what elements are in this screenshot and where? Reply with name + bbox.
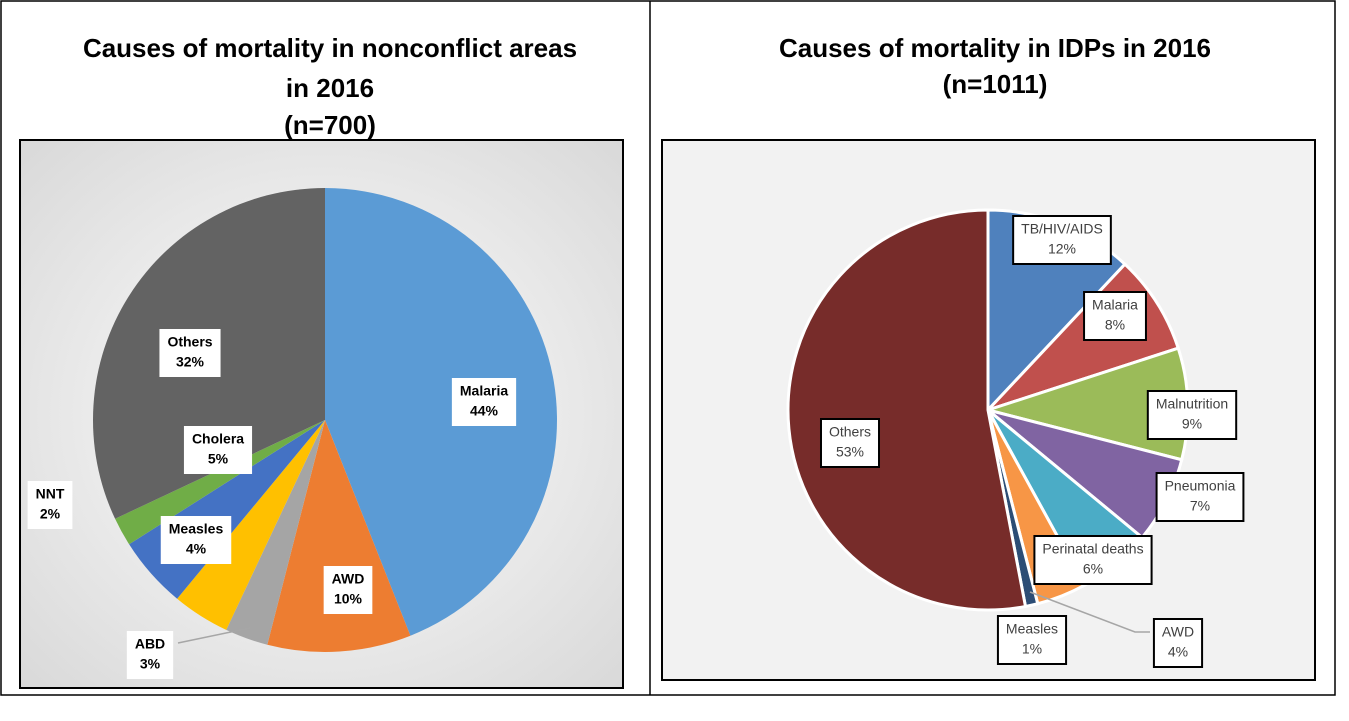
label-box bbox=[183, 426, 253, 474]
slice-value-label: 10% bbox=[334, 591, 363, 607]
slice-value-label: 8% bbox=[1105, 317, 1125, 333]
label-box bbox=[1155, 472, 1245, 522]
pie-slice bbox=[177, 420, 325, 630]
table-border bbox=[0, 0, 1336, 696]
slice-label: Others bbox=[167, 334, 212, 350]
pie-slice bbox=[267, 420, 411, 652]
slice-value-label: 32% bbox=[176, 354, 205, 370]
label-box bbox=[819, 418, 881, 468]
slice-label: Perinatal deaths bbox=[1042, 541, 1143, 557]
chart-title: Causes of mortality in IDPs in 2016 bbox=[779, 33, 1211, 63]
label-box bbox=[323, 566, 373, 614]
pie-slice bbox=[786, 208, 1028, 612]
slice-value-label: 1% bbox=[1022, 641, 1042, 657]
label-box bbox=[1152, 618, 1204, 668]
label-box bbox=[996, 615, 1068, 665]
slice-label: Others bbox=[829, 424, 871, 440]
chart-title: in 2016 bbox=[286, 73, 374, 103]
chart-title: (n=1011) bbox=[943, 69, 1048, 99]
slice-label: AWD bbox=[332, 571, 365, 587]
slice-label: ABD bbox=[135, 636, 165, 652]
label-box bbox=[159, 329, 221, 377]
chart-title: Causes of mortality in nonconflict areas bbox=[83, 33, 577, 63]
slice-value-label: 53% bbox=[836, 444, 864, 460]
slice-value-label: 7% bbox=[1190, 498, 1210, 514]
slice-label: TB/HIV/AIDS bbox=[1021, 221, 1103, 237]
label-box bbox=[1012, 215, 1112, 265]
slice-value-label: 9% bbox=[1182, 416, 1202, 432]
pie-slice bbox=[226, 420, 325, 645]
slice-value-label: 6% bbox=[1083, 561, 1103, 577]
leader-line bbox=[177, 627, 251, 644]
slice-value-label: 3% bbox=[140, 656, 161, 672]
label-box bbox=[1033, 535, 1153, 585]
label-box bbox=[451, 378, 517, 426]
label-box bbox=[1083, 291, 1147, 341]
slice-label: AWD bbox=[1162, 624, 1194, 640]
slice-label: Malnutrition bbox=[1156, 396, 1228, 412]
chart-title: (n=700) bbox=[284, 110, 376, 140]
pie-slice bbox=[115, 420, 325, 545]
slice-value-label: 4% bbox=[186, 541, 207, 557]
slice-label: Measles bbox=[1006, 621, 1058, 637]
slice-label: Measles bbox=[169, 521, 224, 537]
slice-value-label: 4% bbox=[1168, 644, 1188, 660]
slice-label: Cholera bbox=[192, 431, 244, 447]
slice-label: NNT bbox=[36, 486, 65, 502]
pie-slice bbox=[325, 188, 557, 636]
slice-label: Malaria bbox=[1092, 297, 1138, 313]
slice-value-label: 2% bbox=[40, 506, 61, 522]
label-box bbox=[27, 481, 73, 529]
label-box bbox=[160, 516, 232, 564]
leader-line bbox=[1029, 591, 1150, 633]
slice-label: Pneumonia bbox=[1165, 478, 1236, 494]
slice-value-label: 44% bbox=[470, 403, 499, 419]
label-box bbox=[126, 631, 174, 679]
slice-value-label: 5% bbox=[208, 451, 229, 467]
label-box bbox=[1146, 390, 1238, 440]
slice-value-label: 12% bbox=[1048, 241, 1076, 257]
slice-label: Malaria bbox=[460, 383, 508, 399]
